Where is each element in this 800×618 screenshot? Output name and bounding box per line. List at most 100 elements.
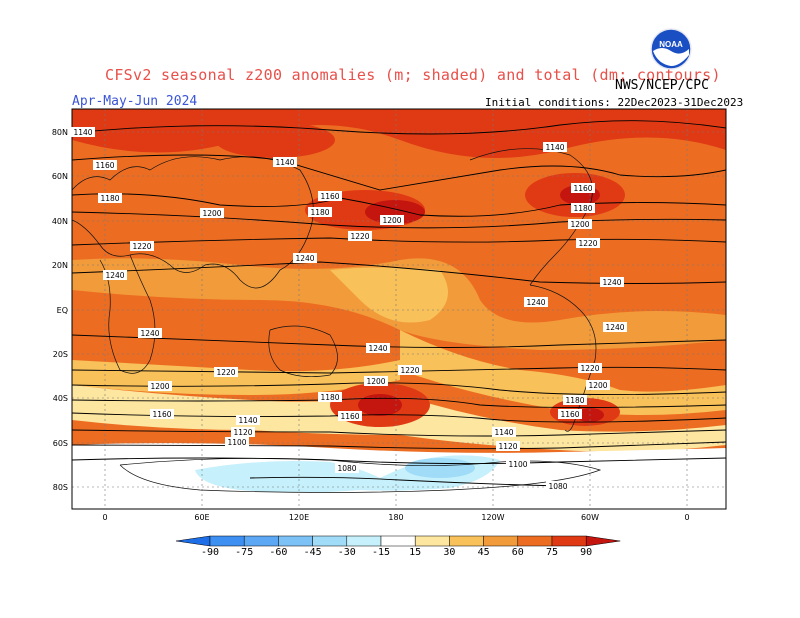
contour-label-box (603, 322, 627, 332)
contour-label: 1200 (366, 377, 385, 386)
contour-label: 1100 (508, 460, 527, 469)
colorbar-tick-label: 90 (580, 547, 593, 558)
contour-label-box (506, 459, 530, 469)
contour-label: 1140 (275, 158, 294, 167)
contour-label-box (318, 392, 342, 402)
contour-label: 1200 (202, 209, 221, 218)
contour-label-box (578, 363, 602, 373)
contour-label: 1180 (310, 208, 329, 217)
contour-label-box (225, 437, 249, 447)
longitude-label: 120W (481, 513, 504, 522)
longitude-label: 60E (194, 513, 209, 522)
contour-label-box (366, 343, 390, 353)
contour-label: 1220 (132, 242, 151, 251)
map-title: CFSv2 seasonal z200 anomalies (m; shaded… (105, 66, 721, 84)
contour-label-box (568, 219, 592, 229)
colorbar-swatch (346, 535, 382, 547)
colorbar-tick-label: 30 (443, 547, 456, 558)
longitude-label: 0 (684, 513, 689, 522)
contour-label-box (335, 463, 359, 473)
contour-label-box (150, 409, 174, 419)
initial-conditions-label: Initial conditions: 22Dec2023-31Dec2023 (485, 96, 744, 109)
colorbar-tick-label: -60 (269, 547, 288, 558)
contour-label-box (318, 191, 342, 201)
contour-label: 1240 (140, 329, 159, 338)
contour-label-box (138, 328, 162, 338)
contour-label: 1220 (400, 366, 419, 375)
contour-label-box (543, 142, 567, 152)
colorbar-swatch (551, 535, 587, 547)
colorbar-swatch (449, 535, 484, 547)
colorbar-tick-label: -75 (235, 547, 254, 558)
contour-label: 1220 (216, 368, 235, 377)
latitude-label: 40S (53, 394, 68, 403)
contour-label: 1160 (320, 192, 339, 201)
latitude-label: 20N (52, 261, 68, 270)
contour-label-box (492, 427, 516, 437)
contour-label: 1220 (578, 239, 597, 248)
contour-label-box (364, 376, 388, 386)
contour-label-box (338, 411, 362, 421)
contour-label-box (200, 208, 224, 218)
contour-label-box (130, 241, 154, 251)
contour-label-box (571, 203, 595, 213)
contour-label-box (103, 270, 127, 280)
colorbar-tick-label: -45 (303, 547, 322, 558)
colorbar-swatch (243, 535, 279, 547)
contour-label-box (496, 441, 520, 451)
longitude-label: 180 (388, 513, 403, 522)
latitude-label: 20S (53, 350, 68, 359)
colorbar-tick-label: -90 (200, 547, 220, 558)
colorbar-swatch (278, 535, 313, 547)
contour-label: 1140 (494, 428, 513, 437)
contour-label-box (586, 380, 610, 390)
contour-label: 1180 (320, 393, 339, 402)
contour-label-box (93, 160, 117, 170)
contour-label-box (380, 215, 404, 225)
contour-label-box (348, 231, 372, 241)
contour-label-box (524, 297, 548, 307)
contour-label: 1080 (548, 482, 567, 491)
contour-label: 1180 (100, 194, 119, 203)
longitude-label: 120E (289, 513, 309, 522)
contour-label: 1160 (573, 184, 592, 193)
period-label: Apr-May-Jun 2024 (72, 94, 198, 109)
contour-label-box (308, 207, 332, 217)
contour-label: 1240 (526, 298, 545, 307)
colorbar-max-arrow (585, 535, 621, 547)
contour-label-box (600, 277, 624, 287)
contour-label: 1120 (233, 428, 252, 437)
latitude-label: 60N (52, 172, 68, 181)
contour-label: 1080 (337, 464, 356, 473)
noaa-logo: NOAA (650, 28, 692, 70)
colorbar-tick-label: 60 (511, 547, 524, 558)
contour-label-box (546, 481, 570, 491)
contour-label-box (293, 253, 317, 263)
colorbar-tick-label: 45 (477, 547, 490, 558)
contour-label: 1180 (573, 204, 592, 213)
contour-label: 1240 (368, 344, 387, 353)
contour-label: 1220 (350, 232, 369, 241)
contour-label-box (231, 427, 255, 437)
colorbar-tick-label: -15 (371, 547, 391, 558)
longitude-label: 0 (102, 513, 107, 522)
contour-label: 1240 (602, 278, 621, 287)
contour-label: 1100 (227, 438, 246, 447)
colorbar-swatch (517, 535, 553, 547)
contour-label-box (236, 415, 260, 425)
contour-label: 1240 (605, 323, 624, 332)
contour-label: 1220 (580, 364, 599, 373)
colorbar-swatch (209, 535, 245, 547)
contour-label: 1240 (295, 254, 314, 263)
contour-label: 1200 (570, 220, 589, 229)
contour-label: 1140 (238, 416, 257, 425)
longitude-label: 60W (581, 513, 599, 522)
colorbar-swatch (414, 535, 450, 547)
colorbar-tick-label: 15 (409, 547, 422, 558)
contour-label: 1140 (545, 143, 564, 152)
latitude-label: 40N (52, 217, 68, 226)
contour-label-box (98, 193, 122, 203)
colorbar-min-arrow (175, 535, 211, 547)
